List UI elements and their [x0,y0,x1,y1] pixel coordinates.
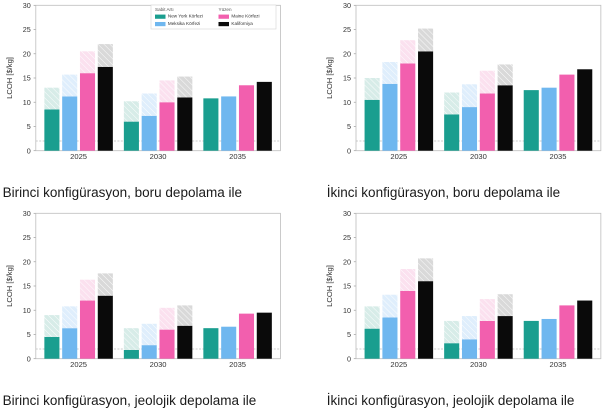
svg-text:2025: 2025 [390,360,407,369]
svg-text:20: 20 [343,257,351,266]
svg-text:0: 0 [27,146,31,155]
svg-text:15: 15 [23,74,31,83]
svg-text:LCOH [$/kg]: LCOH [$/kg] [325,57,334,99]
svg-text:30: 30 [23,1,31,10]
svg-text:10: 10 [23,98,31,107]
svg-text:10: 10 [343,98,351,107]
svg-text:30: 30 [23,209,31,218]
svg-text:15: 15 [343,74,351,83]
svg-text:2025: 2025 [70,360,87,369]
svg-text:25: 25 [23,25,31,34]
svg-text:5: 5 [347,122,351,131]
svg-text:New York Körfezi: New York Körfezi [168,14,203,19]
svg-text:15: 15 [23,282,31,291]
svg-text:5: 5 [27,122,31,131]
svg-text:Sabit Artı: Sabit Artı [155,7,174,12]
svg-text:2035: 2035 [229,360,246,369]
svg-text:2025: 2025 [390,152,407,161]
svg-text:20: 20 [23,49,31,58]
svg-text:10: 10 [343,306,351,315]
svg-text:10: 10 [23,306,31,315]
svg-text:2030: 2030 [150,152,167,161]
svg-text:5: 5 [347,330,351,339]
svg-text:0: 0 [27,354,31,363]
svg-text:2030: 2030 [469,152,486,161]
svg-text:Maine Körfezi: Maine Körfezi [231,14,259,19]
svg-text:0: 0 [347,146,351,155]
svg-text:2030: 2030 [150,360,167,369]
svg-text:25: 25 [343,25,351,34]
svg-text:20: 20 [23,257,31,266]
svg-text:2030: 2030 [469,360,486,369]
svg-text:20: 20 [343,49,351,58]
svg-text:2035: 2035 [549,152,566,161]
svg-text:15: 15 [343,282,351,291]
svg-text:2025: 2025 [70,152,87,161]
svg-text:0: 0 [347,354,351,363]
svg-text:LCOH [$/kg]: LCOH [$/kg] [5,265,14,307]
svg-text:Yüzen: Yüzen [219,7,232,12]
svg-text:25: 25 [23,233,31,242]
svg-text:2035: 2035 [549,360,566,369]
svg-text:5: 5 [27,330,31,339]
svg-text:Kaliforniya: Kaliforniya [231,21,253,26]
svg-text:30: 30 [343,209,351,218]
svg-text:Meksika Körfezi: Meksika Körfezi [168,21,200,26]
svg-text:25: 25 [343,233,351,242]
svg-text:2035: 2035 [229,152,246,161]
svg-text:30: 30 [343,1,351,10]
svg-text:LCOH [$/kg]: LCOH [$/kg] [5,57,14,99]
svg-text:LCOH [$/kg]: LCOH [$/kg] [325,265,334,307]
